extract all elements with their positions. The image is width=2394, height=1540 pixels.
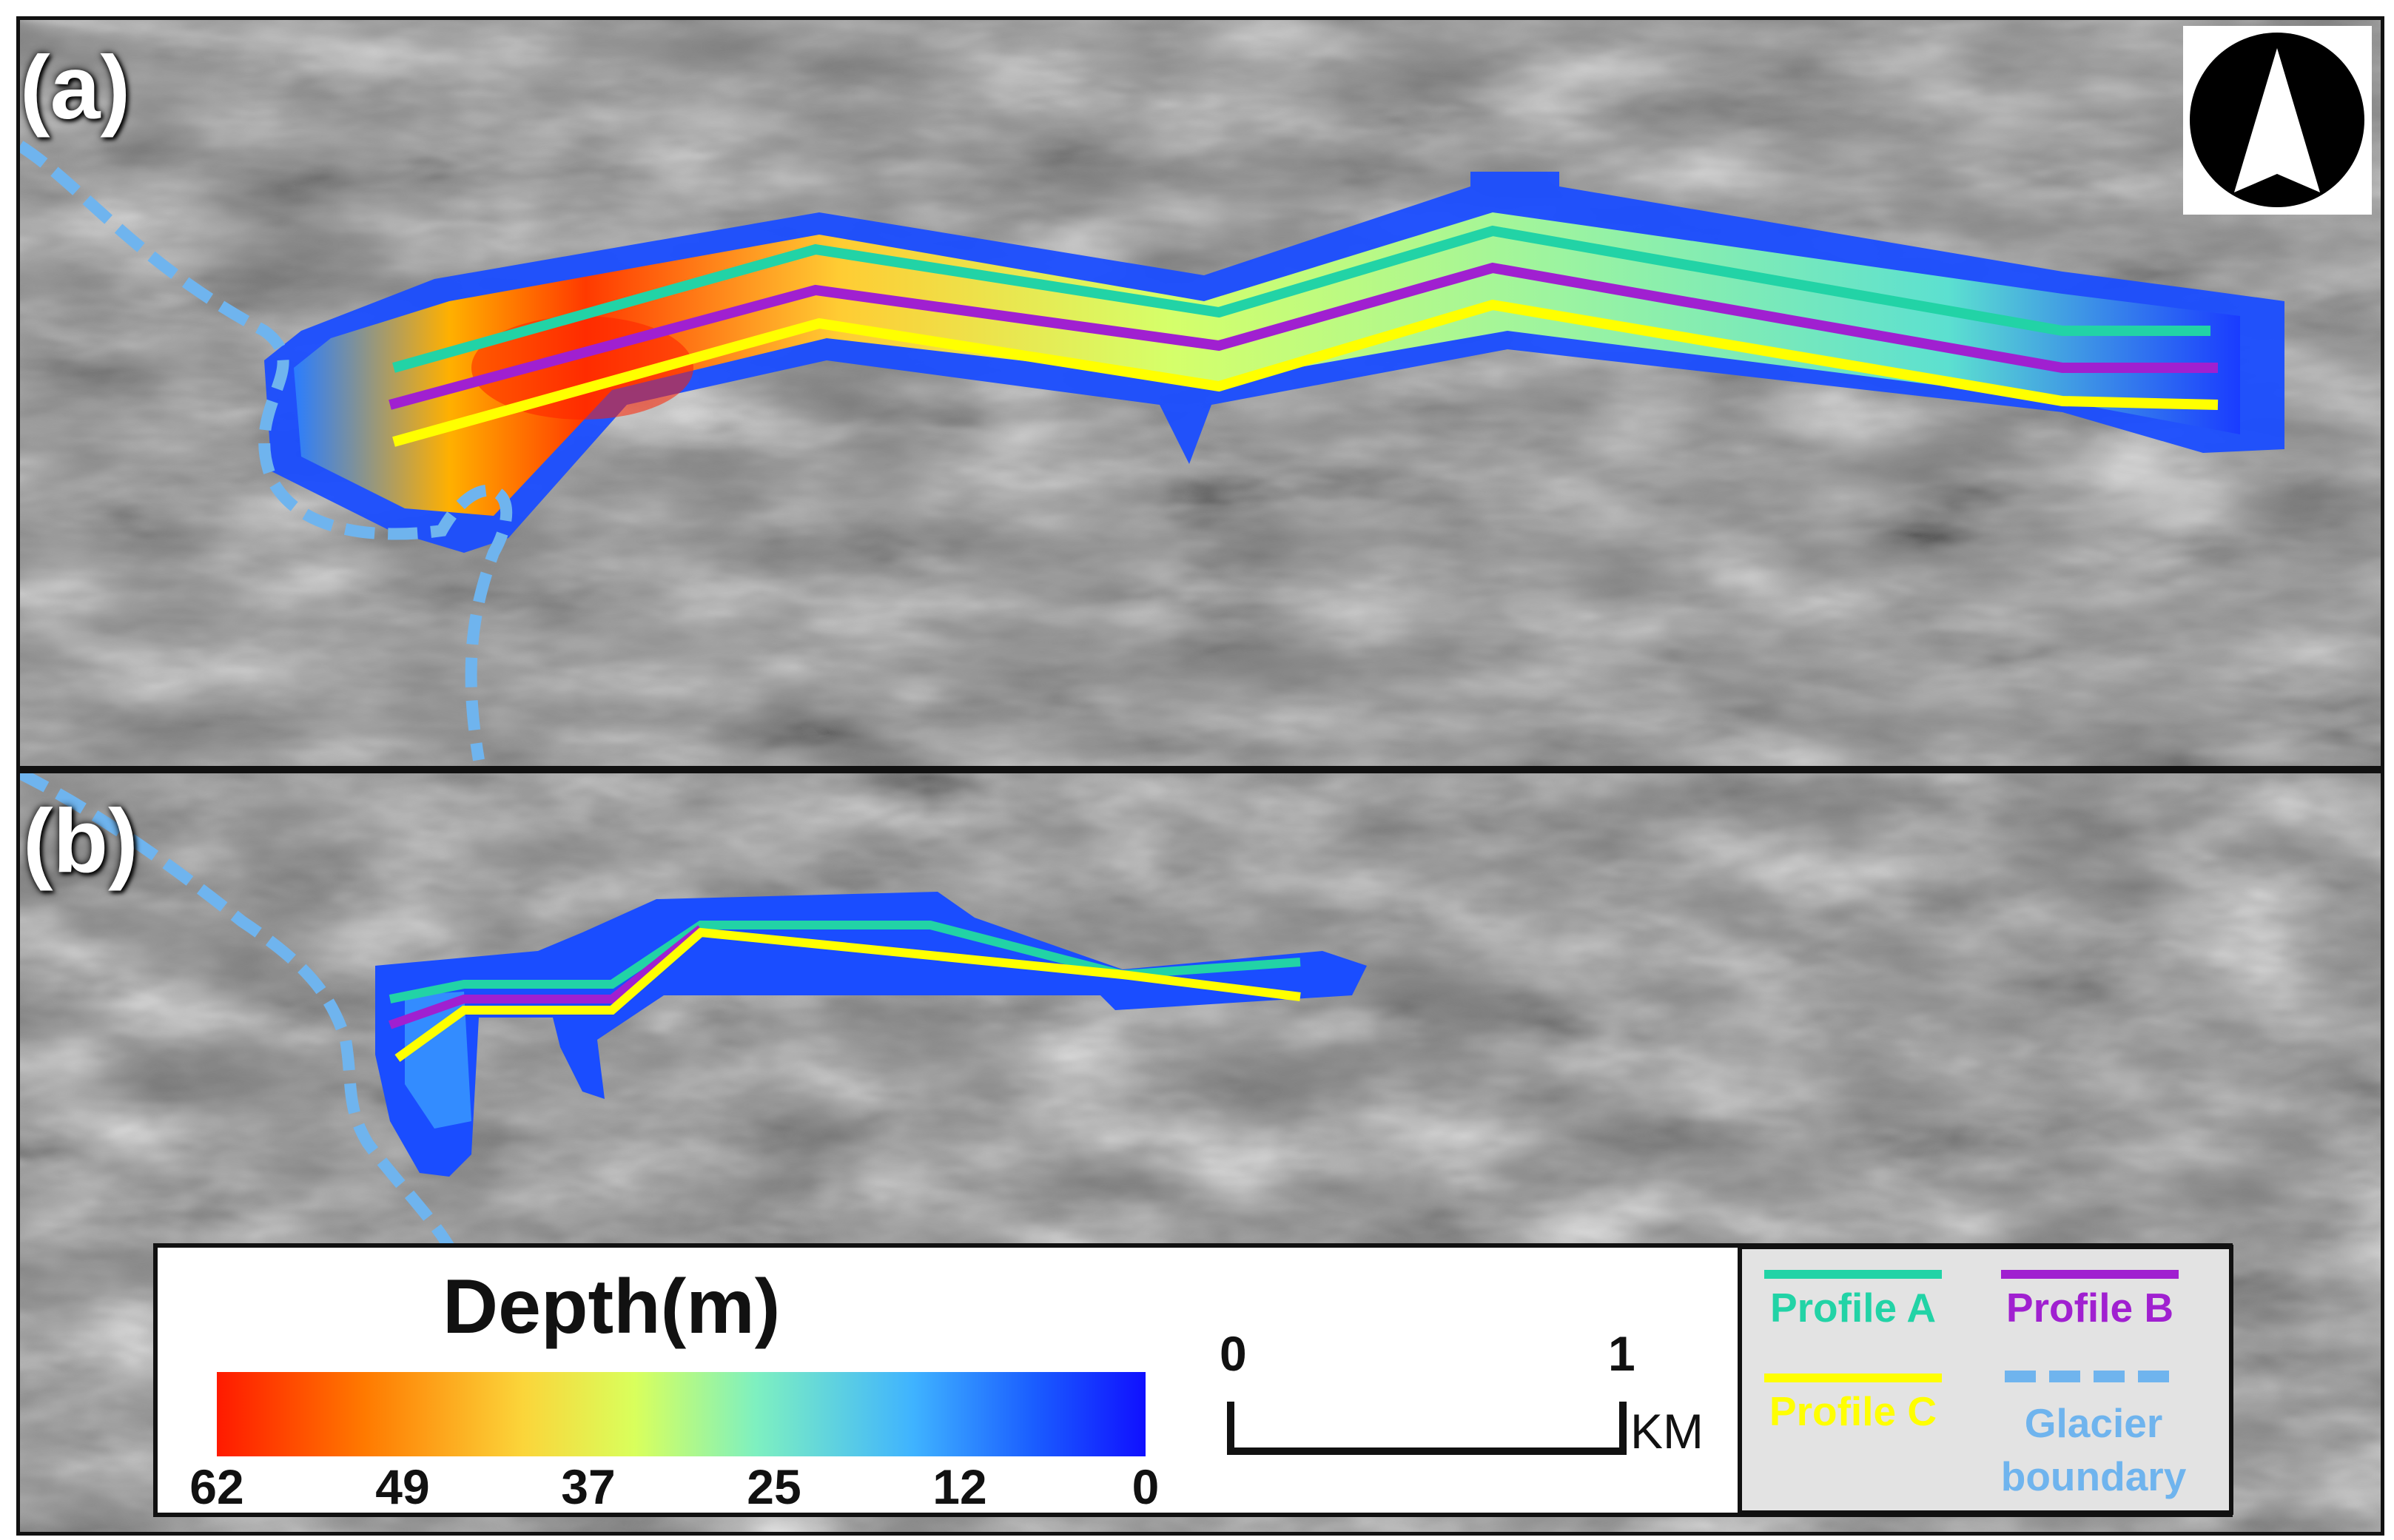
depth-overlay-a: [20, 141, 2284, 761]
tick-label: 0: [1132, 1459, 1160, 1514]
glacier-core-a: [294, 212, 2240, 516]
glacier-boundary-a: [20, 141, 513, 761]
glacier-shallow-b: [405, 992, 471, 1129]
profile-c-line-b: [394, 927, 1301, 1062]
profile-b-swatch: [2001, 1270, 2179, 1279]
panel-label-a: (a): [20, 37, 131, 138]
profile-c-swatch: [1764, 1373, 1942, 1382]
scale-bar: 0 1 KM: [1220, 1329, 1738, 1477]
tick-label: 12: [932, 1459, 987, 1514]
tick-label: 37: [561, 1459, 616, 1514]
glacier-body-b: [375, 892, 1367, 1177]
profile-b-line-b: [389, 925, 704, 1029]
scale-zero: 0: [1220, 1326, 1247, 1381]
profile-a-swatch: [1764, 1270, 1942, 1279]
glacier-boundary-label: Glacier boundary: [2000, 1400, 2187, 1499]
glacier-boundary-swatch: [2005, 1371, 2182, 1382]
map-panel-a: (a): [16, 16, 2384, 770]
profile-a-label: Profile A: [1769, 1285, 1937, 1331]
profile-b-label: Profile B: [2005, 1285, 2174, 1331]
north-arrow-icon: [2190, 33, 2364, 207]
tick-label: 25: [747, 1459, 801, 1514]
profile-a-line-a: [392, 225, 2210, 373]
scale-one: 1: [1608, 1326, 1635, 1381]
tick-label: 49: [375, 1459, 430, 1514]
tick-label: 62: [189, 1459, 244, 1514]
panel-label-b: (b): [23, 790, 138, 891]
legend-title: Depth(m): [443, 1264, 781, 1350]
scale-bar-line: [1227, 1402, 1627, 1455]
scale-unit: KM: [1630, 1404, 1704, 1459]
profile-c-label: Profile C: [1769, 1388, 1937, 1434]
depth-colorbar: [217, 1372, 1146, 1456]
profile-b-line-a: [389, 262, 2218, 410]
north-arrow: [2183, 26, 2372, 215]
profile-legend: Profile A Profile B Profile C Glacier bo…: [1738, 1245, 2233, 1515]
profile-c-line-a: [392, 299, 2219, 447]
